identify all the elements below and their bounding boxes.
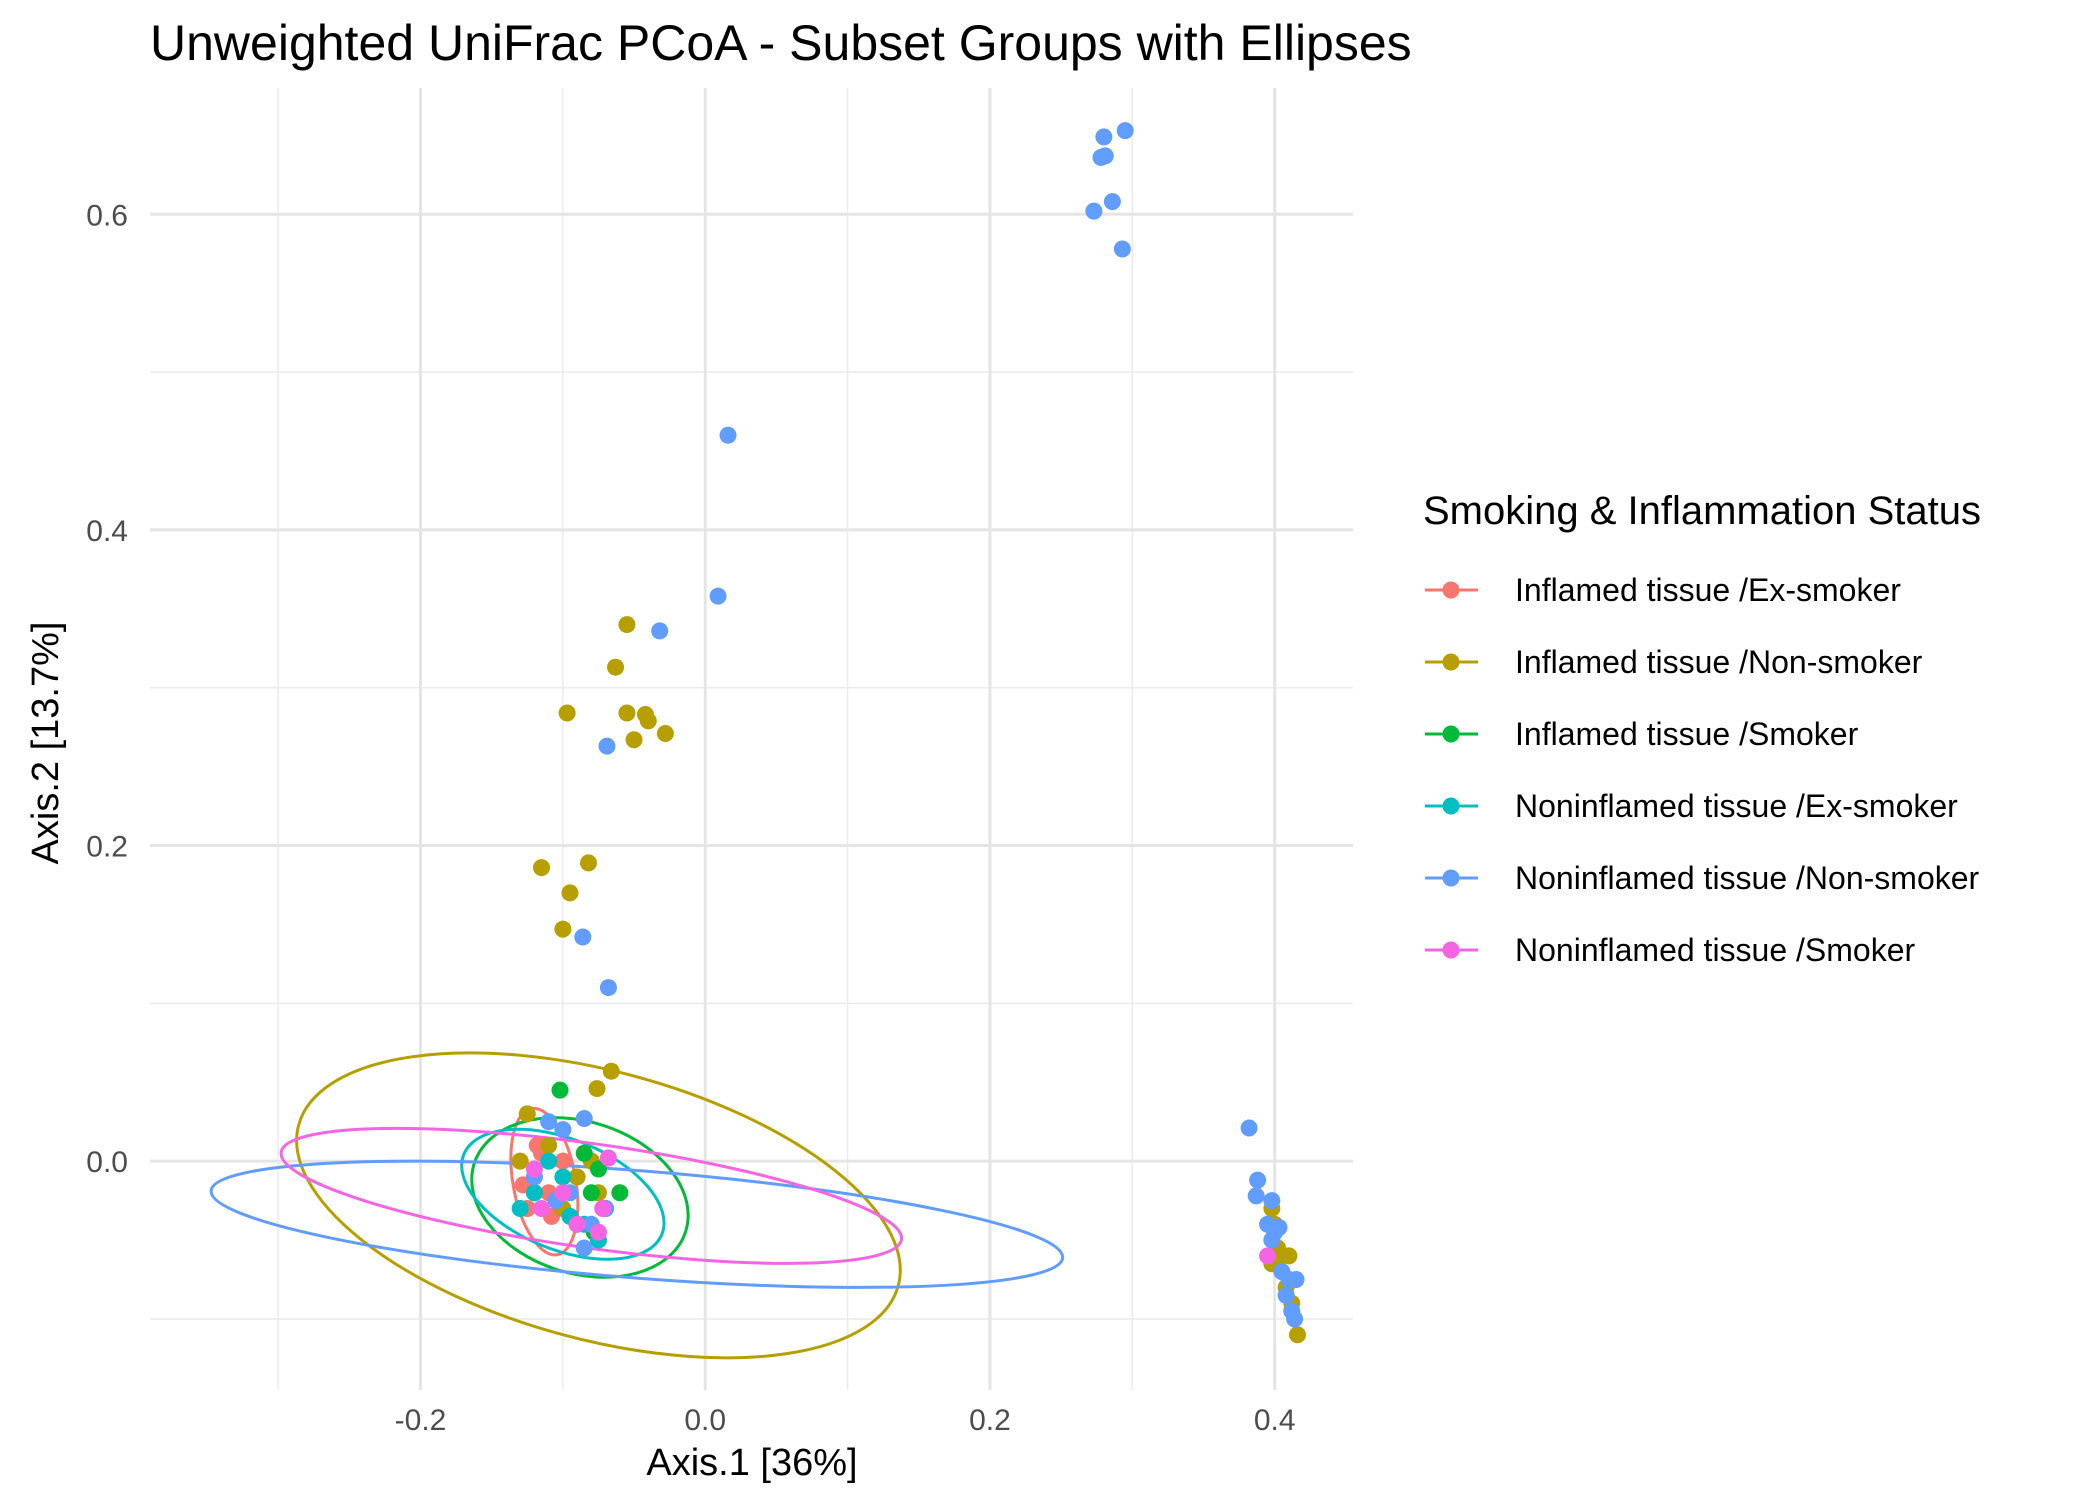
data-point <box>1249 1171 1267 1189</box>
data-point <box>598 737 616 755</box>
legend-item: Inflamed tissue /Ex-smoker <box>1425 572 1901 608</box>
x-tick-label: 0.2 <box>969 1404 1011 1437</box>
data-point <box>625 731 643 749</box>
x-axis-label: Axis.1 [36%] <box>646 1442 857 1484</box>
data-point <box>574 928 592 946</box>
legend-key-point <box>1442 653 1460 671</box>
data-point <box>1277 1286 1295 1304</box>
data-point <box>1259 1247 1277 1265</box>
data-point <box>551 1081 569 1099</box>
legend-title: Smoking & Inflammation Status <box>1423 489 1981 533</box>
data-point <box>575 1110 593 1128</box>
data-point <box>1095 128 1113 146</box>
data-point <box>651 622 669 640</box>
x-tick-label: 0.4 <box>1254 1404 1296 1437</box>
data-point <box>533 859 551 877</box>
data-point <box>1240 1119 1258 1137</box>
data-point <box>518 1105 536 1123</box>
data-point <box>594 1200 612 1218</box>
data-point <box>511 1200 529 1218</box>
x-tick-label: -0.2 <box>395 1404 447 1437</box>
data-point <box>656 724 674 742</box>
data-point <box>579 854 597 872</box>
grid-lines <box>150 88 1353 1390</box>
data-point <box>639 712 657 730</box>
legend-key-point <box>1442 797 1460 815</box>
chart-title: Unweighted UniFrac PCoA - Subset Groups … <box>150 15 1412 71</box>
legend-item: Noninflamed tissue /Smoker <box>1425 932 1916 968</box>
data-point <box>588 1080 606 1098</box>
data-point <box>540 1152 558 1170</box>
legend-item: Noninflamed tissue /Ex-smoker <box>1425 788 1958 824</box>
data-point <box>1263 1231 1281 1249</box>
data-point <box>525 1160 543 1178</box>
data-points <box>511 122 1306 1344</box>
data-point <box>554 1168 572 1186</box>
legend-label: Noninflamed tissue /Smoker <box>1515 932 1916 968</box>
legend-label: Inflamed tissue /Smoker <box>1515 716 1859 752</box>
data-point <box>511 1152 529 1170</box>
x-tick-label: 0.0 <box>684 1404 726 1437</box>
data-point <box>1263 1192 1281 1210</box>
data-point <box>1288 1326 1306 1344</box>
y-tick-label: 0.4 <box>86 515 128 548</box>
legend-label: Inflamed tissue /Non-smoker <box>1515 644 1923 680</box>
data-point <box>589 1160 607 1178</box>
legend-key-point <box>1442 581 1460 599</box>
data-point <box>618 616 636 634</box>
data-point <box>1286 1310 1304 1328</box>
data-point <box>611 1184 629 1202</box>
y-tick-label: 0.0 <box>86 1146 128 1179</box>
y-tick-label: 0.6 <box>86 199 128 232</box>
data-point <box>599 1149 617 1167</box>
legend-item: Inflamed tissue /Non-smoker <box>1425 644 1923 680</box>
ellipse-Noninflamed tissue /Non-smoker <box>209 1159 1065 1289</box>
data-point <box>1270 1218 1288 1236</box>
data-point <box>602 1062 620 1080</box>
legend-key-point <box>1442 725 1460 743</box>
data-point <box>554 920 572 938</box>
data-point <box>575 1144 593 1162</box>
data-point <box>1247 1187 1265 1205</box>
data-point <box>1092 148 1110 166</box>
data-point <box>719 426 737 444</box>
data-point <box>1103 193 1121 211</box>
data-point <box>1085 202 1103 220</box>
legend-key-point <box>1442 869 1460 887</box>
data-point <box>607 658 625 676</box>
y-tick-label: 0.2 <box>86 831 128 864</box>
data-point <box>554 1184 572 1202</box>
data-point <box>540 1113 558 1131</box>
data-point <box>568 1168 586 1186</box>
legend-label: Inflamed tissue /Ex-smoker <box>1515 572 1901 608</box>
x-axis-ticks: -0.2 0.0 0.2 0.4 <box>395 1404 1296 1437</box>
y-axis-label: Axis.2 [13.7%] <box>25 622 67 865</box>
data-point <box>618 704 636 722</box>
data-point <box>582 1184 600 1202</box>
data-point <box>540 1136 558 1154</box>
legend-label: Noninflamed tissue /Non-smoker <box>1515 860 1980 896</box>
legend-item: Inflamed tissue /Smoker <box>1425 716 1859 752</box>
data-point <box>533 1200 551 1218</box>
data-point <box>1113 240 1131 258</box>
y-axis-ticks: 0.0 0.2 0.4 0.6 <box>86 199 128 1179</box>
data-point <box>554 1152 572 1170</box>
data-point <box>599 979 617 997</box>
data-point <box>525 1184 543 1202</box>
data-point <box>1116 122 1134 140</box>
data-point <box>589 1223 607 1241</box>
data-point <box>709 587 727 605</box>
data-point <box>561 884 579 902</box>
data-point <box>558 704 576 722</box>
data-point <box>1287 1271 1305 1289</box>
legend: Smoking & Inflammation Status Inflamed t… <box>1423 489 1981 968</box>
legend-item: Noninflamed tissue /Non-smoker <box>1425 860 1980 896</box>
data-point <box>568 1215 586 1233</box>
data-point <box>554 1121 572 1139</box>
legend-label: Noninflamed tissue /Ex-smoker <box>1515 788 1958 824</box>
legend-key-point <box>1442 941 1460 959</box>
data-point <box>575 1239 593 1257</box>
confidence-ellipses <box>209 1051 1065 1360</box>
